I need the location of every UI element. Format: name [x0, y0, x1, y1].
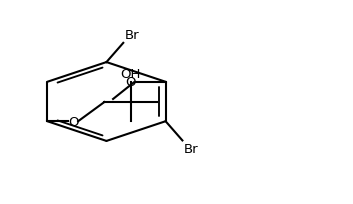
Text: O: O — [125, 76, 136, 89]
Text: O: O — [68, 115, 79, 128]
Text: Br: Br — [125, 29, 140, 42]
Text: OH: OH — [120, 68, 141, 81]
Text: Br: Br — [184, 142, 199, 155]
